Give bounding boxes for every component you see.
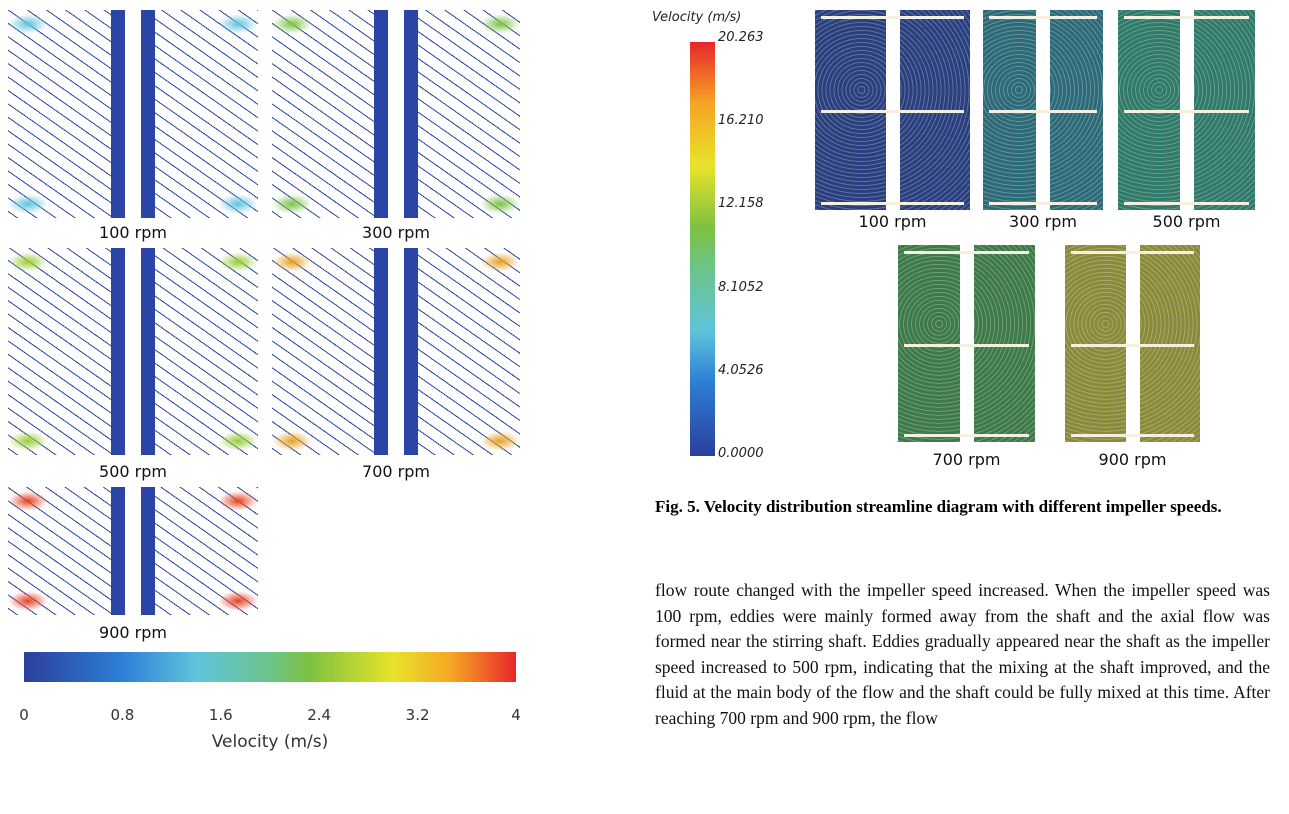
hot-zone: [8, 431, 48, 451]
colorbar-tick: 0.0000: [718, 446, 764, 461]
impeller-blade: [989, 202, 1097, 205]
impeller-blade: [904, 434, 1029, 437]
impeller-blade: [1071, 343, 1194, 347]
hot-zone: [218, 591, 258, 611]
shaft: [111, 248, 155, 455]
hot-zone: [218, 491, 258, 511]
caption-label: Fig. 5.: [655, 497, 700, 516]
hot-zone: [218, 14, 258, 34]
colorbar-tick: 4: [511, 706, 521, 724]
figure-caption: Fig. 5. Velocity distribution streamline…: [655, 496, 1270, 518]
panel-label: 300 rpm: [1009, 212, 1077, 231]
hot-zone: [8, 491, 48, 511]
impeller-blade: [1071, 434, 1194, 437]
shaft: [111, 10, 155, 218]
impeller-blade: [904, 343, 1029, 347]
hot-zone: [272, 252, 312, 272]
hot-zone: [272, 431, 312, 451]
panel-label: 900 rpm: [1098, 450, 1167, 469]
shaft: [111, 487, 155, 615]
colorbar-tick: 20.263: [718, 30, 764, 45]
hot-zone: [480, 431, 520, 451]
shaft: [374, 248, 418, 455]
hot-zone: [480, 14, 520, 34]
panel-label: 500 rpm: [1152, 212, 1221, 231]
hot-zone: [8, 14, 48, 34]
colorbar-label: Velocity (m/s): [211, 732, 329, 752]
shaft: [374, 10, 418, 218]
colorbar-tick: 2.4: [307, 706, 332, 724]
hot-zone: [8, 194, 48, 214]
colorbar-title: Velocity (m/s): [652, 10, 742, 25]
impeller-blade: [989, 16, 1097, 19]
panel-label: 100 rpm: [99, 223, 167, 242]
hot-zone: [272, 14, 312, 34]
hot-zone: [218, 431, 258, 451]
colorbar-tick: 4.0526: [718, 362, 764, 378]
impeller-blade: [821, 16, 964, 19]
hot-zone: [480, 252, 520, 272]
hot-zone: [218, 194, 258, 214]
streamline-colorbar: [690, 42, 715, 456]
impeller-blade: [1124, 202, 1249, 205]
panel-label: 100 rpm: [858, 212, 927, 231]
impeller-blade: [1071, 251, 1194, 254]
impeller-blade: [1124, 16, 1249, 19]
impeller-blade: [989, 110, 1097, 113]
hot-zone: [8, 252, 48, 272]
hot-zone: [272, 194, 312, 214]
impeller-blade: [1124, 110, 1249, 113]
hot-zone: [480, 194, 520, 214]
impeller-blade: [904, 251, 1029, 254]
velocity-colorbar: [24, 652, 516, 682]
panel-label: 700 rpm: [362, 462, 430, 481]
colorbar-tick: 0: [19, 706, 29, 724]
hot-zone: [218, 252, 258, 272]
panel-label: 700 rpm: [932, 450, 1001, 469]
caption-text: Velocity distribution streamline diagram…: [703, 497, 1222, 516]
impeller-blade: [821, 110, 964, 113]
colorbar-tick: 3.2: [405, 706, 430, 724]
impeller-blade: [821, 202, 964, 205]
colorbar-tick: 8.1052: [718, 279, 764, 295]
colorbar-tick: 16.210: [718, 113, 764, 129]
panel-label: 900 rpm: [99, 623, 167, 642]
colorbar-tick: 12.158: [718, 196, 764, 212]
panel-label: 500 rpm: [99, 462, 167, 481]
panel-label: 300 rpm: [362, 223, 430, 242]
hot-zone: [8, 591, 48, 611]
colorbar-tick: 1.6: [208, 706, 233, 724]
body-text: flow route changed with the impeller spe…: [655, 580, 1270, 728]
colorbar-tick: 0.8: [110, 706, 135, 724]
